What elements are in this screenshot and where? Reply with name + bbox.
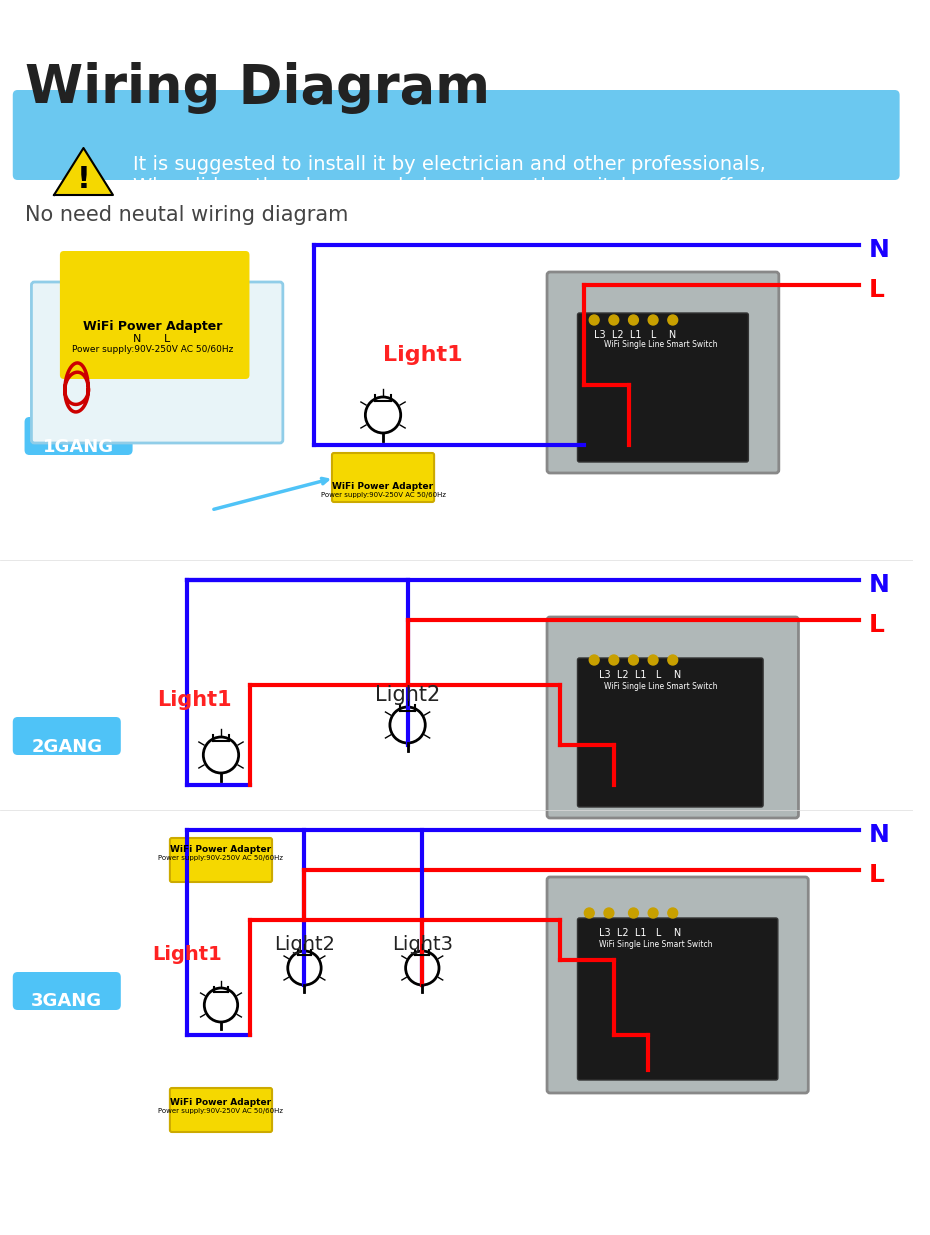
Circle shape [629, 315, 638, 325]
Text: !: ! [76, 165, 90, 194]
FancyBboxPatch shape [547, 272, 778, 473]
Polygon shape [54, 148, 113, 195]
Text: It is suggested to install it by electrician and other professionals,: It is suggested to install it by electri… [133, 156, 765, 174]
FancyBboxPatch shape [24, 417, 133, 454]
Text: 1GANG: 1GANG [43, 438, 114, 456]
FancyBboxPatch shape [13, 90, 899, 180]
Text: 3GANG: 3GANG [32, 992, 102, 1010]
Text: Light1: Light1 [153, 946, 222, 965]
Text: Light2: Light2 [375, 685, 440, 705]
Text: L: L [870, 278, 885, 303]
FancyBboxPatch shape [578, 918, 777, 1079]
Text: Power supply:90V-250V AC 50/60Hz: Power supply:90V-250V AC 50/60Hz [321, 492, 445, 498]
Text: Light1: Light1 [157, 690, 232, 710]
Circle shape [590, 315, 599, 325]
Circle shape [668, 655, 678, 664]
Text: When lid on the glass panel,please keep the switch power off.: When lid on the glass panel,please keep … [133, 177, 737, 196]
Text: L3  L2  L1   L    N: L3 L2 L1 L N [599, 927, 682, 939]
Text: Light3: Light3 [392, 935, 453, 955]
Circle shape [609, 655, 618, 664]
Circle shape [590, 655, 599, 664]
Text: N: N [870, 238, 890, 262]
Circle shape [648, 315, 658, 325]
Text: WiFi Single Line Smart Switch: WiFi Single Line Smart Switch [599, 940, 712, 948]
Text: WiFi Power Adapter: WiFi Power Adapter [170, 845, 272, 853]
Text: No need neutal wiring diagram: No need neutal wiring diagram [24, 205, 348, 225]
FancyBboxPatch shape [578, 312, 749, 462]
Circle shape [648, 655, 658, 664]
FancyBboxPatch shape [170, 839, 272, 882]
FancyBboxPatch shape [547, 877, 808, 1093]
FancyBboxPatch shape [170, 1088, 272, 1132]
FancyBboxPatch shape [13, 718, 121, 755]
Text: L: L [870, 863, 885, 887]
Text: WiFi Power Adapter: WiFi Power Adapter [83, 320, 222, 333]
Circle shape [629, 655, 638, 664]
Circle shape [648, 908, 658, 918]
Text: Power supply:90V-250V AC 50/60Hz: Power supply:90V-250V AC 50/60Hz [158, 1108, 284, 1114]
Circle shape [604, 908, 614, 918]
Text: WiFi Power Adapter: WiFi Power Adapter [170, 1098, 272, 1107]
FancyBboxPatch shape [60, 251, 249, 379]
Text: 2GANG: 2GANG [32, 739, 102, 756]
FancyBboxPatch shape [578, 658, 764, 806]
FancyBboxPatch shape [13, 972, 121, 1010]
FancyBboxPatch shape [32, 282, 283, 443]
Text: WiFi Power Adapter: WiFi Power Adapter [332, 482, 433, 492]
Text: L: L [164, 333, 170, 345]
Text: Power supply:90V-250V AC 50/60Hz: Power supply:90V-250V AC 50/60Hz [72, 345, 232, 354]
Text: WiFi Single Line Smart Switch: WiFi Single Line Smart Switch [604, 340, 718, 350]
Text: N: N [133, 333, 141, 345]
Text: N: N [870, 573, 890, 597]
FancyBboxPatch shape [332, 453, 434, 501]
Text: L: L [870, 613, 885, 637]
Text: Wiring Diagram: Wiring Diagram [24, 62, 489, 114]
Text: N: N [870, 823, 890, 847]
Circle shape [609, 315, 618, 325]
Text: Power supply:90V-250V AC 50/60Hz: Power supply:90V-250V AC 50/60Hz [158, 855, 284, 861]
Circle shape [668, 908, 678, 918]
Text: L3  L2  L1   L    N: L3 L2 L1 L N [594, 330, 676, 340]
Text: Light2: Light2 [274, 935, 335, 955]
Circle shape [584, 908, 594, 918]
Circle shape [629, 908, 638, 918]
Circle shape [668, 315, 678, 325]
Text: Light1: Light1 [383, 345, 462, 366]
Text: WiFi Single Line Smart Switch: WiFi Single Line Smart Switch [604, 682, 718, 692]
FancyBboxPatch shape [547, 618, 799, 818]
Text: L3  L2  L1   L    N: L3 L2 L1 L N [599, 671, 682, 680]
